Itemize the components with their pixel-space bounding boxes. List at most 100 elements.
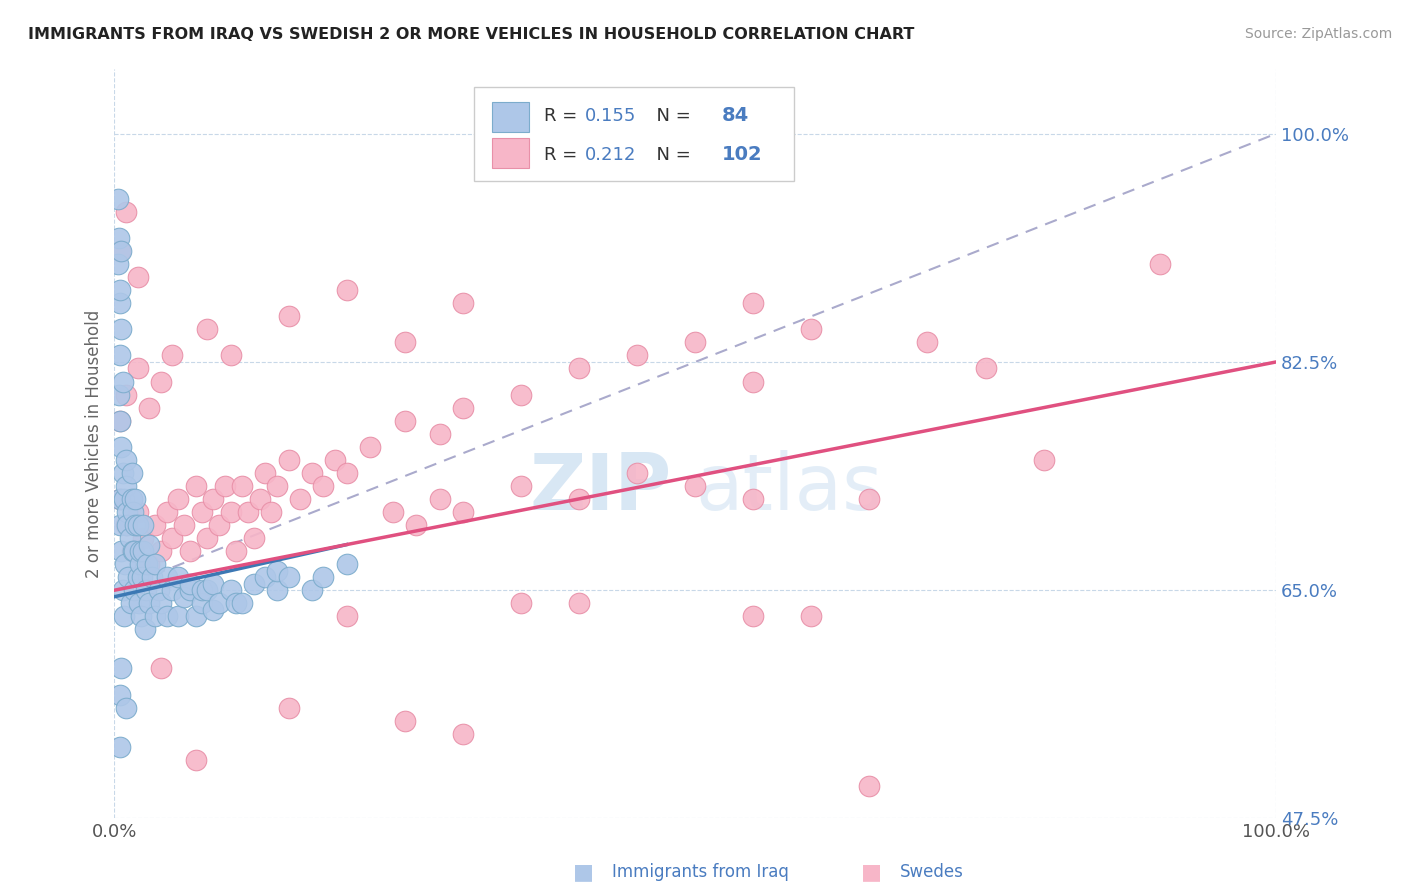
Point [394, 714, 416, 728]
Point [254, 570, 277, 584]
Point [127, 518, 149, 533]
Point [214, 479, 236, 493]
Point [568, 361, 591, 376]
Point [108, 387, 131, 401]
Point [129, 557, 152, 571]
Point [110, 296, 132, 310]
Point [156, 570, 179, 584]
Point [110, 491, 132, 506]
Text: 0.212: 0.212 [585, 145, 636, 164]
Point [117, 570, 139, 584]
Text: Swedes: Swedes [900, 863, 963, 881]
Point [132, 518, 155, 533]
Point [115, 479, 138, 493]
Point [1032, 452, 1054, 467]
Point [138, 557, 160, 571]
Point [277, 310, 299, 324]
Point [208, 596, 231, 610]
Point [510, 479, 533, 493]
Point [124, 491, 146, 506]
Point [110, 688, 132, 702]
Text: Immigrants from Iraq: Immigrants from Iraq [612, 863, 789, 881]
Point [260, 505, 283, 519]
Text: 0.155: 0.155 [585, 107, 636, 125]
Point [115, 205, 138, 219]
Point [156, 609, 179, 624]
Point [742, 491, 765, 506]
Text: 84: 84 [721, 106, 749, 125]
Point [336, 283, 359, 297]
Point [162, 531, 184, 545]
Point [683, 127, 706, 141]
Point [451, 296, 474, 310]
Point [429, 426, 451, 441]
Point [336, 466, 359, 480]
Point [122, 583, 145, 598]
Point [127, 505, 149, 519]
Point [190, 583, 212, 598]
Point [323, 452, 346, 467]
Point [190, 596, 212, 610]
Point [742, 375, 765, 389]
Point [394, 335, 416, 350]
Point [225, 596, 247, 610]
Text: 102: 102 [721, 145, 762, 164]
FancyBboxPatch shape [492, 138, 529, 169]
Point [236, 505, 259, 519]
Point [135, 583, 157, 598]
Point [179, 576, 201, 591]
Point [195, 322, 218, 336]
Point [112, 491, 135, 506]
Point [742, 296, 765, 310]
Point [510, 387, 533, 401]
Point [742, 609, 765, 624]
Point [112, 609, 135, 624]
Point [148, 583, 170, 598]
Point [173, 518, 195, 533]
Point [800, 609, 823, 624]
Point [1149, 257, 1171, 271]
Text: ■: ■ [862, 863, 882, 882]
Point [277, 700, 299, 714]
Point [134, 623, 156, 637]
Point [974, 361, 997, 376]
Point [219, 505, 242, 519]
Point [301, 583, 323, 598]
Point [202, 491, 225, 506]
Point [107, 257, 129, 271]
Point [132, 544, 155, 558]
Point [190, 505, 212, 519]
Point [110, 414, 132, 428]
Point [394, 414, 416, 428]
Point [195, 531, 218, 545]
Point [254, 466, 277, 480]
Point [129, 609, 152, 624]
Point [405, 518, 427, 533]
Point [115, 518, 138, 533]
Point [122, 505, 145, 519]
Point [184, 753, 207, 767]
Point [312, 570, 335, 584]
Point [110, 440, 132, 454]
Text: N =: N = [645, 145, 697, 164]
Point [162, 583, 184, 598]
Point [359, 440, 381, 454]
Point [115, 452, 138, 467]
Point [249, 491, 271, 506]
Point [115, 518, 138, 533]
Point [429, 491, 451, 506]
Point [510, 596, 533, 610]
Point [114, 557, 136, 571]
Point [149, 375, 172, 389]
Point [111, 375, 134, 389]
Point [143, 609, 166, 624]
Point [167, 570, 190, 584]
Point [266, 583, 288, 598]
Point [111, 466, 134, 480]
Point [626, 348, 648, 362]
Point [149, 596, 172, 610]
Point [121, 544, 143, 558]
Point [167, 609, 190, 624]
Point [162, 348, 184, 362]
Point [336, 557, 359, 571]
